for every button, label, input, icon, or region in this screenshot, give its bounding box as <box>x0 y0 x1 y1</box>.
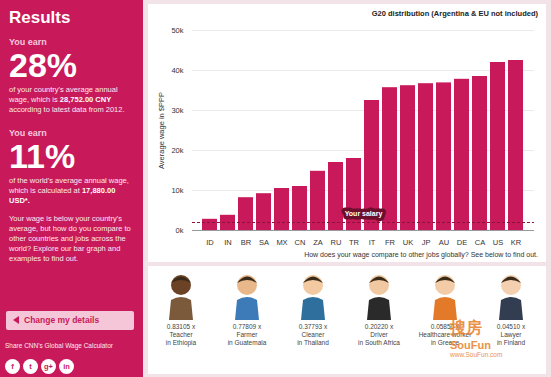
html-text:11%: 11% <box>9 137 76 175</box>
html-text:in Guatemala: in Guatemala <box>227 339 267 346</box>
html-text:搜房: 搜房 <box>450 319 482 336</box>
svg-text:US: US <box>493 238 503 247</box>
html-text:0.20220 x: 0.20220 x <box>364 323 394 330</box>
svg-text:CA: CA <box>475 238 485 247</box>
svg-text:SA: SA <box>259 238 269 247</box>
svg-text:FR: FR <box>385 238 396 247</box>
svg-text:JP: JP <box>422 238 431 247</box>
svg-text:IT: IT <box>369 238 376 247</box>
html-text:You earn: You earn <box>9 128 47 138</box>
html-text:0.77809 x: 0.77809 x <box>232 323 262 330</box>
svg-text:MX: MX <box>276 238 287 247</box>
html-text:in Greece: in Greece <box>430 339 460 346</box>
html-text:in South Africa: in South Africa <box>358 339 400 346</box>
svg-text:AU: AU <box>439 238 449 247</box>
svg-text:ZA: ZA <box>313 238 323 247</box>
html-text:www.SouFun.com: www.SouFun.com <box>450 351 503 358</box>
svg-text:10k: 10k <box>171 186 183 195</box>
html-text:Your wage is below your countr: Your wage is below your country's averag… <box>9 214 131 263</box>
svg-text:IN: IN <box>224 238 232 247</box>
html-text:in: in <box>63 362 70 371</box>
html-text:0.37793 x: 0.37793 x <box>298 323 328 330</box>
svg-text:BR: BR <box>241 238 252 247</box>
html-text:G20 distribution (Argentina &: G20 distribution (Argentina & EU not inc… <box>371 9 538 18</box>
html-text:Teacher: Teacher <box>169 331 193 338</box>
html-text:SouFun: SouFun <box>450 339 491 351</box>
svg-text:UK: UK <box>403 238 413 247</box>
html-text:Driver: Driver <box>370 331 388 338</box>
html-text:in Ethiopia: in Ethiopia <box>165 339 197 346</box>
html-text:Healthcare worker: Healthcare worker <box>418 331 472 338</box>
svg-text:TR: TR <box>349 238 360 247</box>
html-text:28%: 28% <box>9 46 78 84</box>
html-text:f: f <box>11 362 14 371</box>
html-text:Cleaner: Cleaner <box>301 331 325 338</box>
svg-text:KR: KR <box>511 238 522 247</box>
svg-text:ID: ID <box>206 238 214 247</box>
svg-text:50k: 50k <box>171 26 183 35</box>
html-text:g+: g+ <box>44 362 53 371</box>
html-text:0.83105 x: 0.83105 x <box>166 323 196 330</box>
html-text:Change my details: Change my details <box>24 315 100 325</box>
html-text:in Thailand: in Thailand <box>297 339 329 346</box>
svg-text:20k: 20k <box>171 146 183 155</box>
html-text:How does your wage compare to: How does your wage compare to other jobs… <box>304 251 538 258</box>
svg-text:RU: RU <box>331 238 342 247</box>
html-text:Results: Results <box>9 8 71 27</box>
svg-text:CN: CN <box>295 238 306 247</box>
svg-text:40k: 40k <box>171 66 183 75</box>
html-text:0.05850 x: 0.05850 x <box>430 323 460 330</box>
html-text:t: t <box>29 362 32 371</box>
svg-text:30k: 30k <box>171 106 183 115</box>
html-text:Farmer: Farmer <box>236 331 258 338</box>
svg-text:DE: DE <box>457 238 467 247</box>
svg-text:Your salary: Your salary <box>345 210 383 218</box>
html-text:of your country's average annu: of your country's average annual wage, w… <box>9 85 118 104</box>
html-text:You earn: You earn <box>9 37 47 47</box>
html-text:in Finland: in Finland <box>496 339 526 346</box>
html-text:Lawyer: Lawyer <box>500 331 522 338</box>
html-text:Share CNN's Global Wage Calcul: Share CNN's Global Wage Calculator <box>5 342 113 349</box>
html-text:according to latest data from: according to latest data from 2012. <box>9 105 125 114</box>
svg-text:0k: 0k <box>176 226 184 235</box>
html-text:of the world's average annual: of the world's average annual wage, whic… <box>9 176 129 205</box>
svg-text:Average wage in $PPP: Average wage in $PPP <box>157 92 166 169</box>
html-text:0.04510 x: 0.04510 x <box>496 323 526 330</box>
